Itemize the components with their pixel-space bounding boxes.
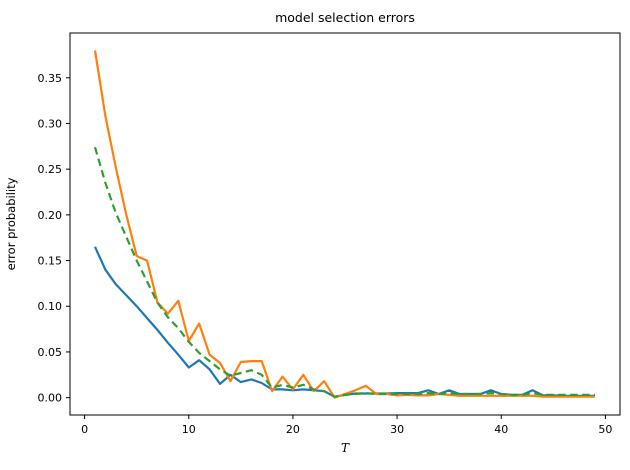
y-axis-ticks: 0.00 0.05 0.10 0.15 0.20 0.25 0.30 0.35	[38, 72, 70, 405]
x-axis-ticks: 0 10 20 30 40 50	[81, 415, 612, 436]
plot-area	[70, 33, 620, 415]
y-tick-label: 0.05	[38, 346, 63, 359]
y-tick-label: 0.15	[38, 255, 63, 268]
y-tick-label: 0.25	[38, 163, 63, 176]
y-tick-label: 0.00	[38, 392, 63, 405]
chart-title: model selection errors	[275, 10, 415, 25]
axes-spines	[69, 32, 621, 416]
green-dashed-line	[93, 146, 595, 398]
x-tick-label: 0	[81, 423, 88, 436]
data-series-group	[93, 50, 595, 399]
x-tick-label: 10	[182, 423, 196, 436]
y-tick-label: 0.10	[38, 300, 63, 313]
x-tick-label: 20	[286, 423, 300, 436]
x-tick-label: 30	[390, 423, 404, 436]
x-axis-label: T	[341, 441, 350, 455]
y-tick-label: 0.20	[38, 209, 63, 222]
y-axis-label: error probability	[4, 177, 18, 270]
y-tick-label: 0.35	[38, 72, 63, 85]
x-tick-label: 40	[494, 423, 508, 436]
x-tick-label: 50	[598, 423, 612, 436]
y-tick-label: 0.30	[38, 117, 63, 130]
